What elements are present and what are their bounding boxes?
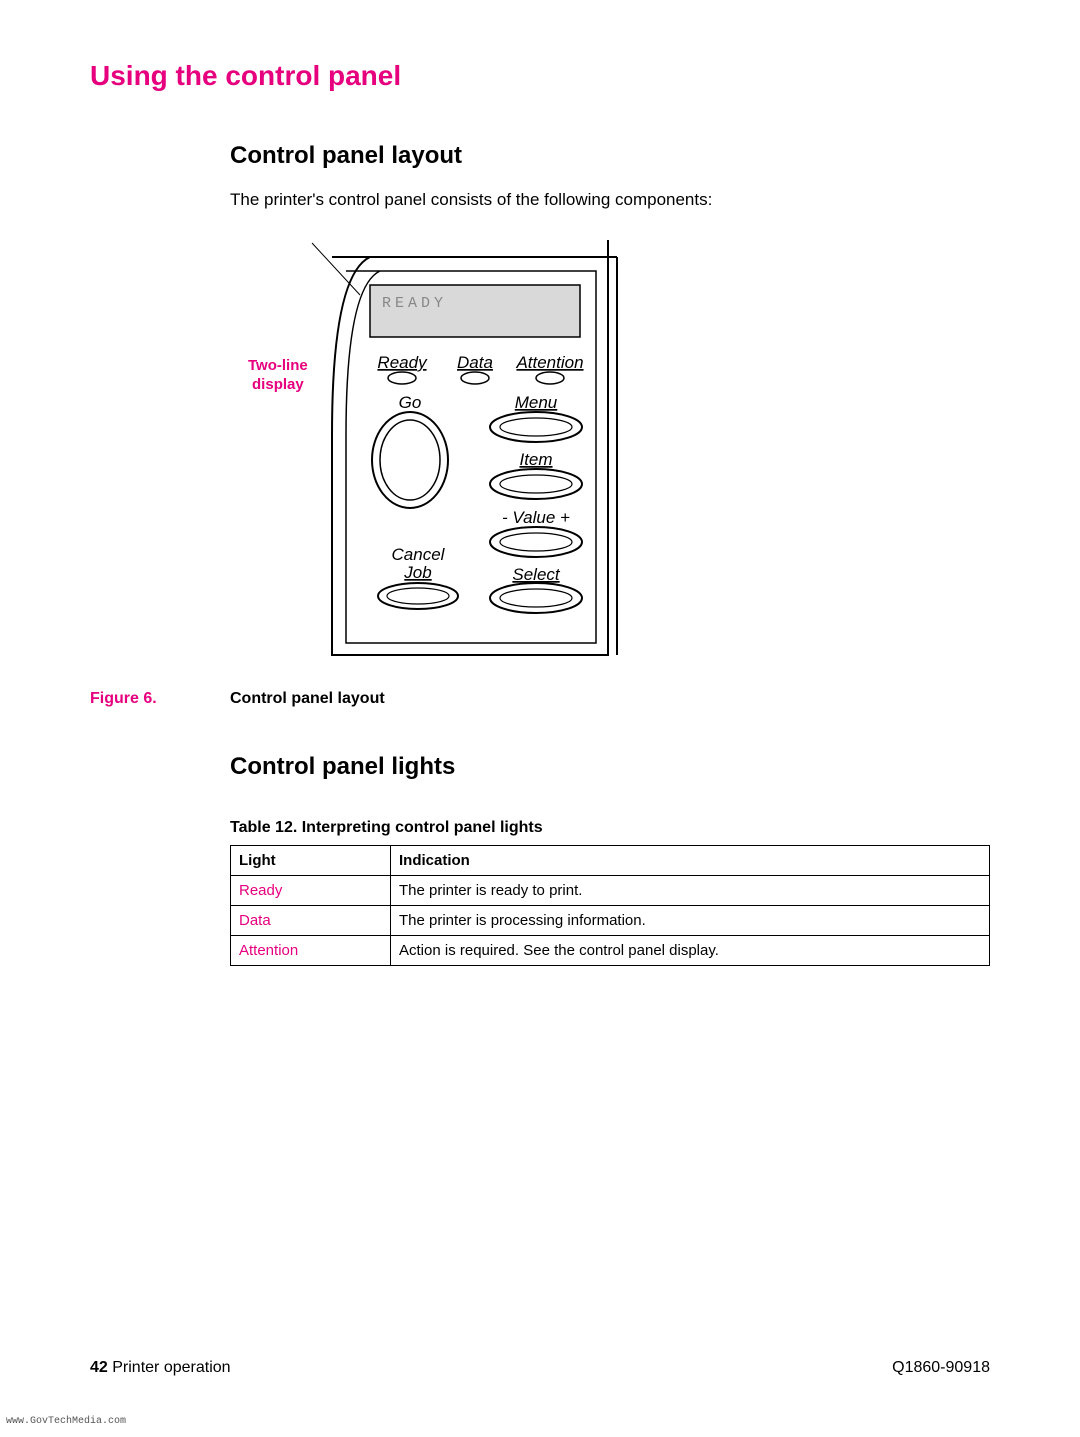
section-lights: Control panel lights Table 12. Interpret… — [230, 753, 990, 966]
control-panel-diagram: Two-line display READY Ready Data — [230, 235, 990, 665]
led-label-attention: Attention — [515, 353, 583, 372]
select-button[interactable] — [490, 583, 582, 613]
heading-layout: Control panel layout — [230, 142, 990, 170]
watermark: www.GovTechMedia.com — [6, 1416, 126, 1427]
light-data: Data — [231, 906, 391, 936]
col-light: Light — [231, 846, 391, 876]
go-label: Go — [399, 393, 422, 412]
value-button[interactable] — [490, 527, 582, 557]
led-label-data: Data — [457, 353, 493, 372]
page-title: Using the control panel — [90, 60, 990, 92]
value-label: - Value + — [502, 508, 570, 527]
section-layout: Control panel layout The printer's contr… — [230, 142, 990, 665]
lights-table: Light Indication Ready The printer is re… — [230, 845, 990, 966]
callout-line1: Two-line — [248, 357, 308, 374]
footer-left: 42 Printer operation — [90, 1359, 231, 1377]
page-footer: 42 Printer operation Q1860-90918 — [90, 1359, 990, 1377]
callout-line2: display — [252, 376, 304, 393]
figure-caption-row: Figure 6. Control panel layout — [90, 690, 990, 708]
cancel-label-2: Job — [403, 563, 431, 582]
figure-label: Figure 6. — [90, 690, 230, 708]
indication-attention: Action is required. See the control pane… — [391, 936, 990, 966]
item-button[interactable] — [490, 469, 582, 499]
attention-led-icon — [536, 372, 564, 384]
callout-two-line-display: Two-line display — [248, 357, 308, 395]
menu-label: Menu — [515, 393, 558, 412]
chapter-name: Printer operation — [112, 1359, 230, 1376]
data-led-icon — [461, 372, 489, 384]
cancel-label-1: Cancel — [392, 545, 446, 564]
cancel-job-button[interactable] — [378, 583, 458, 609]
light-ready: Ready — [231, 876, 391, 906]
lcd-text: READY — [382, 295, 447, 312]
col-indication: Indication — [391, 846, 990, 876]
table-row: Attention Action is required. See the co… — [231, 936, 990, 966]
go-button[interactable] — [372, 412, 448, 508]
page: Using the control panel Control panel la… — [0, 0, 1080, 1437]
light-attention: Attention — [231, 936, 391, 966]
figure-caption: Control panel layout — [230, 690, 385, 708]
table-row: Ready The printer is ready to print. — [231, 876, 990, 906]
heading-lights: Control panel lights — [230, 753, 990, 781]
page-number: 42 — [90, 1359, 108, 1376]
indication-ready: The printer is ready to print. — [391, 876, 990, 906]
indication-data: The printer is processing information. — [391, 906, 990, 936]
doc-id: Q1860-90918 — [892, 1359, 990, 1377]
item-label: Item — [519, 450, 552, 469]
table-header-row: Light Indication — [231, 846, 990, 876]
table-title: Table 12. Interpreting control panel lig… — [230, 819, 990, 837]
select-label: Select — [512, 565, 561, 584]
led-label-ready: Ready — [377, 353, 428, 372]
panel-svg: READY Ready Data Attention Go Menu — [310, 235, 650, 665]
ready-led-icon — [388, 372, 416, 384]
menu-button[interactable] — [490, 412, 582, 442]
intro-text: The printer's control panel consists of … — [230, 190, 990, 210]
table-row: Data The printer is processing informati… — [231, 906, 990, 936]
